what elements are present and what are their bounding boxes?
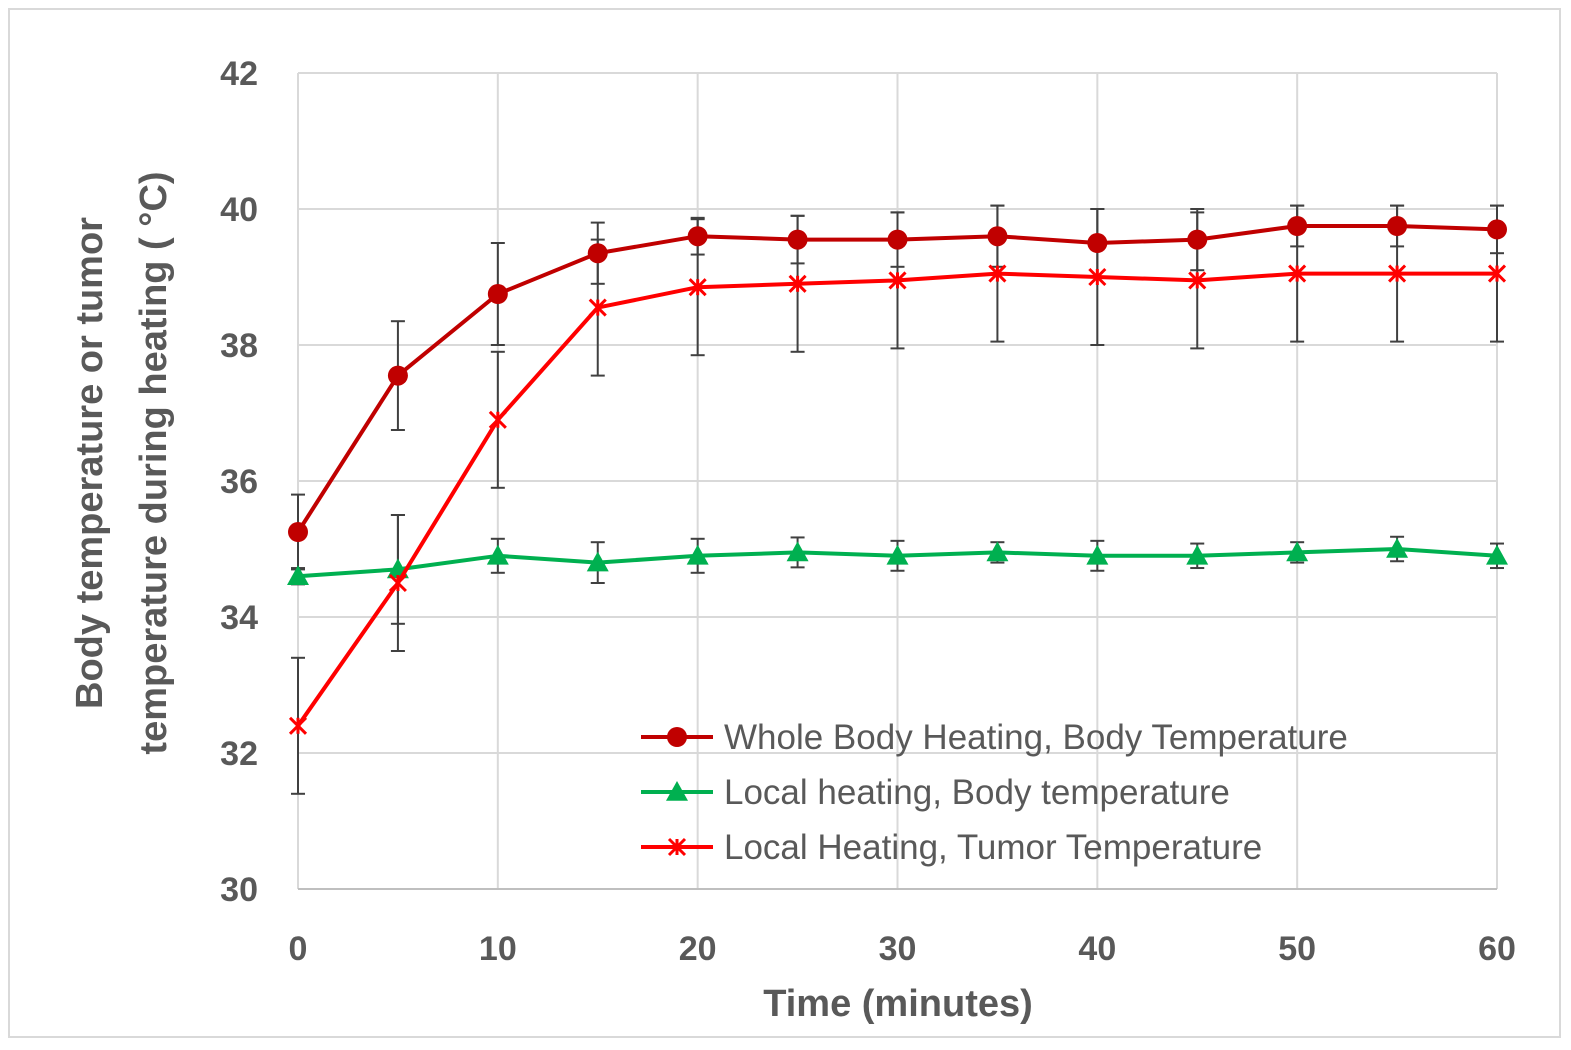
data-point-series-1 (1387, 216, 1408, 236)
x-axis-title: Time (minutes) (763, 983, 1033, 1025)
y-tick-label: 38 (220, 327, 258, 365)
data-point-series-1 (487, 284, 508, 304)
data-point-series-2 (586, 551, 609, 572)
data-point-series-1 (787, 229, 808, 250)
x-tick-label: 40 (1078, 930, 1116, 968)
data-point-series-2 (486, 544, 509, 565)
y-axis-title: Body temperature or tumor temperature du… (69, 171, 175, 754)
data-point-series-3 (488, 410, 507, 429)
data-point-series-3 (788, 274, 807, 293)
data-point-series-2 (686, 544, 709, 565)
x-tick-label: 20 (679, 930, 717, 968)
data-point-series-1 (1287, 216, 1308, 236)
data-point-series-2 (886, 544, 909, 565)
data-point-series-2 (786, 541, 809, 562)
data-point-series-3 (1088, 267, 1107, 287)
y-axis-ticks: 30 32 34 36 38 40 42 (220, 55, 258, 909)
data-point-series-1 (387, 365, 408, 386)
y-tick-label: 42 (220, 55, 258, 93)
x-tick-label: 0 (289, 930, 308, 968)
y-tick-label: 30 (220, 871, 258, 909)
x-tick-label: 10 (479, 930, 517, 968)
data-point-series-3 (1388, 264, 1407, 283)
data-point-series-3 (1487, 264, 1507, 283)
legend: Whole Body Heating, Body Temperature Loca… (641, 718, 1348, 867)
legend-label: Local heating, Body temperature (724, 773, 1230, 812)
grid-lines (297, 72, 1498, 890)
x-tick-label: 30 (879, 930, 917, 968)
data-point-series-1 (987, 226, 1008, 247)
x-tick-label: 50 (1278, 930, 1316, 968)
data-point-series-1 (1487, 219, 1507, 240)
chart-frame (8, 8, 1561, 1038)
data-point-series-3 (588, 298, 607, 317)
data-point-series-2 (986, 541, 1009, 562)
data-point-series-2 (287, 565, 309, 585)
data-point-series-3 (988, 264, 1007, 283)
data-point-series-2 (1186, 544, 1209, 565)
y-axis-title-line-1: Body temperature or tumor (69, 217, 111, 709)
data-point-series-1 (887, 229, 908, 250)
data-point-series-1 (1187, 229, 1208, 250)
data-point-series-2 (1286, 541, 1309, 562)
y-tick-label: 36 (220, 463, 258, 501)
legend-marker (667, 727, 687, 747)
data-point-series-2 (1386, 538, 1409, 558)
data-point-series-3 (1188, 271, 1207, 290)
legend-marker (666, 781, 688, 801)
data-point-series-2 (1486, 544, 1508, 565)
y-axis-title-line-2: temperature during heating ( °C) (133, 171, 175, 754)
data-point-series-1 (1087, 233, 1108, 253)
x-axis-ticks: 0 10 20 30 40 50 60 (289, 930, 1516, 968)
x-tick-label: 60 (1478, 930, 1516, 968)
y-tick-label: 34 (220, 599, 258, 637)
data-point-series-1 (587, 243, 608, 264)
legend-marker (667, 837, 687, 857)
data-point-series-3 (1288, 264, 1307, 283)
data-point-series-3 (288, 716, 308, 735)
data-point-series-3 (688, 278, 707, 297)
data-point-series-3 (888, 271, 907, 290)
data-point-series-1 (687, 226, 708, 247)
y-tick-label: 40 (220, 191, 258, 229)
data-point-series-3 (388, 573, 407, 593)
legend-label: Whole Body Heating, Body Temperature (724, 718, 1348, 757)
y-tick-label: 32 (220, 735, 258, 773)
data-point-series-2 (1086, 544, 1109, 565)
series-lines (287, 216, 1508, 735)
data-point-series-1 (288, 522, 308, 542)
legend-label: Local Heating, Tumor Temperature (724, 828, 1262, 867)
